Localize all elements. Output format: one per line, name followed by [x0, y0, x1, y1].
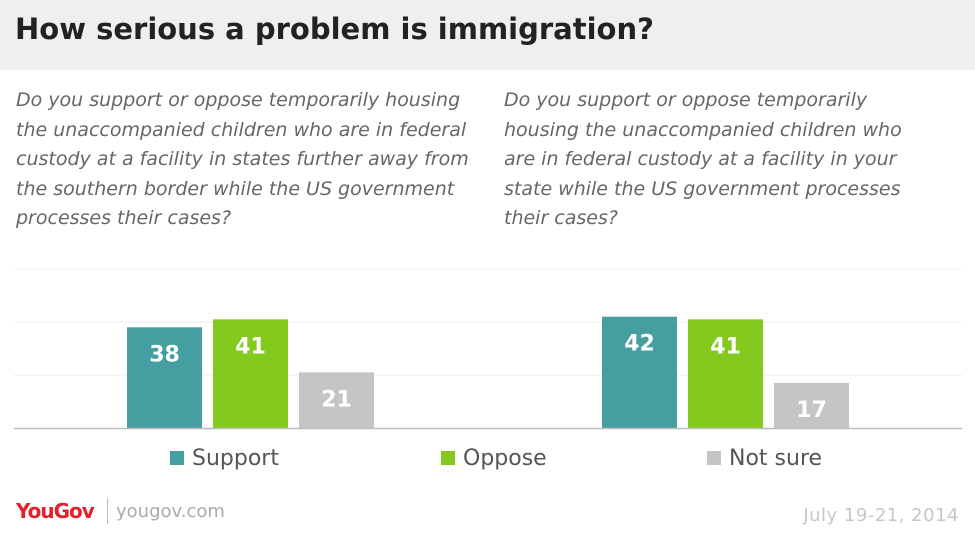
data-label-support: 42	[624, 332, 655, 357]
question-left: Do you support or oppose temporarily hou…	[16, 89, 469, 229]
bar-support	[127, 327, 202, 428]
data-label-not-sure: 17	[796, 398, 827, 423]
yougov-logo: YouGov	[16, 499, 95, 523]
legend-swatch-not-sure	[707, 451, 721, 465]
legend-item-not-sure: Not sure	[707, 444, 822, 472]
legend-item-oppose: Oppose	[441, 444, 547, 472]
legend-swatch-oppose	[441, 451, 455, 465]
header-bar: How serious a problem is immigration?	[0, 0, 975, 70]
legend-label-oppose: Oppose	[463, 445, 547, 471]
bar-oppose	[213, 319, 288, 428]
page-title: How serious a problem is immigration?	[15, 12, 654, 46]
question-right: Do you support or oppose temporarily hou…	[504, 89, 902, 229]
footer-site-link[interactable]: yougov.com	[116, 501, 225, 522]
bar-not-sure	[299, 372, 374, 428]
legend-swatch-support	[170, 451, 184, 465]
data-label-support: 38	[149, 342, 180, 367]
footer-date: July 19-21, 2014	[803, 505, 959, 526]
legend-label-not-sure: Not sure	[729, 445, 823, 471]
bar-oppose	[688, 319, 763, 428]
legend-item-support: Support	[170, 444, 279, 472]
data-label-not-sure: 21	[321, 387, 352, 412]
bar-chart: 38 42 41 41 21 17	[14, 268, 962, 430]
data-label-oppose: 41	[235, 334, 266, 359]
footer-divider	[107, 498, 108, 524]
legend-label-support: Support	[192, 445, 279, 471]
bar-support	[602, 316, 677, 428]
bar-not-sure	[774, 382, 849, 428]
data-label-oppose: 41	[710, 334, 741, 359]
